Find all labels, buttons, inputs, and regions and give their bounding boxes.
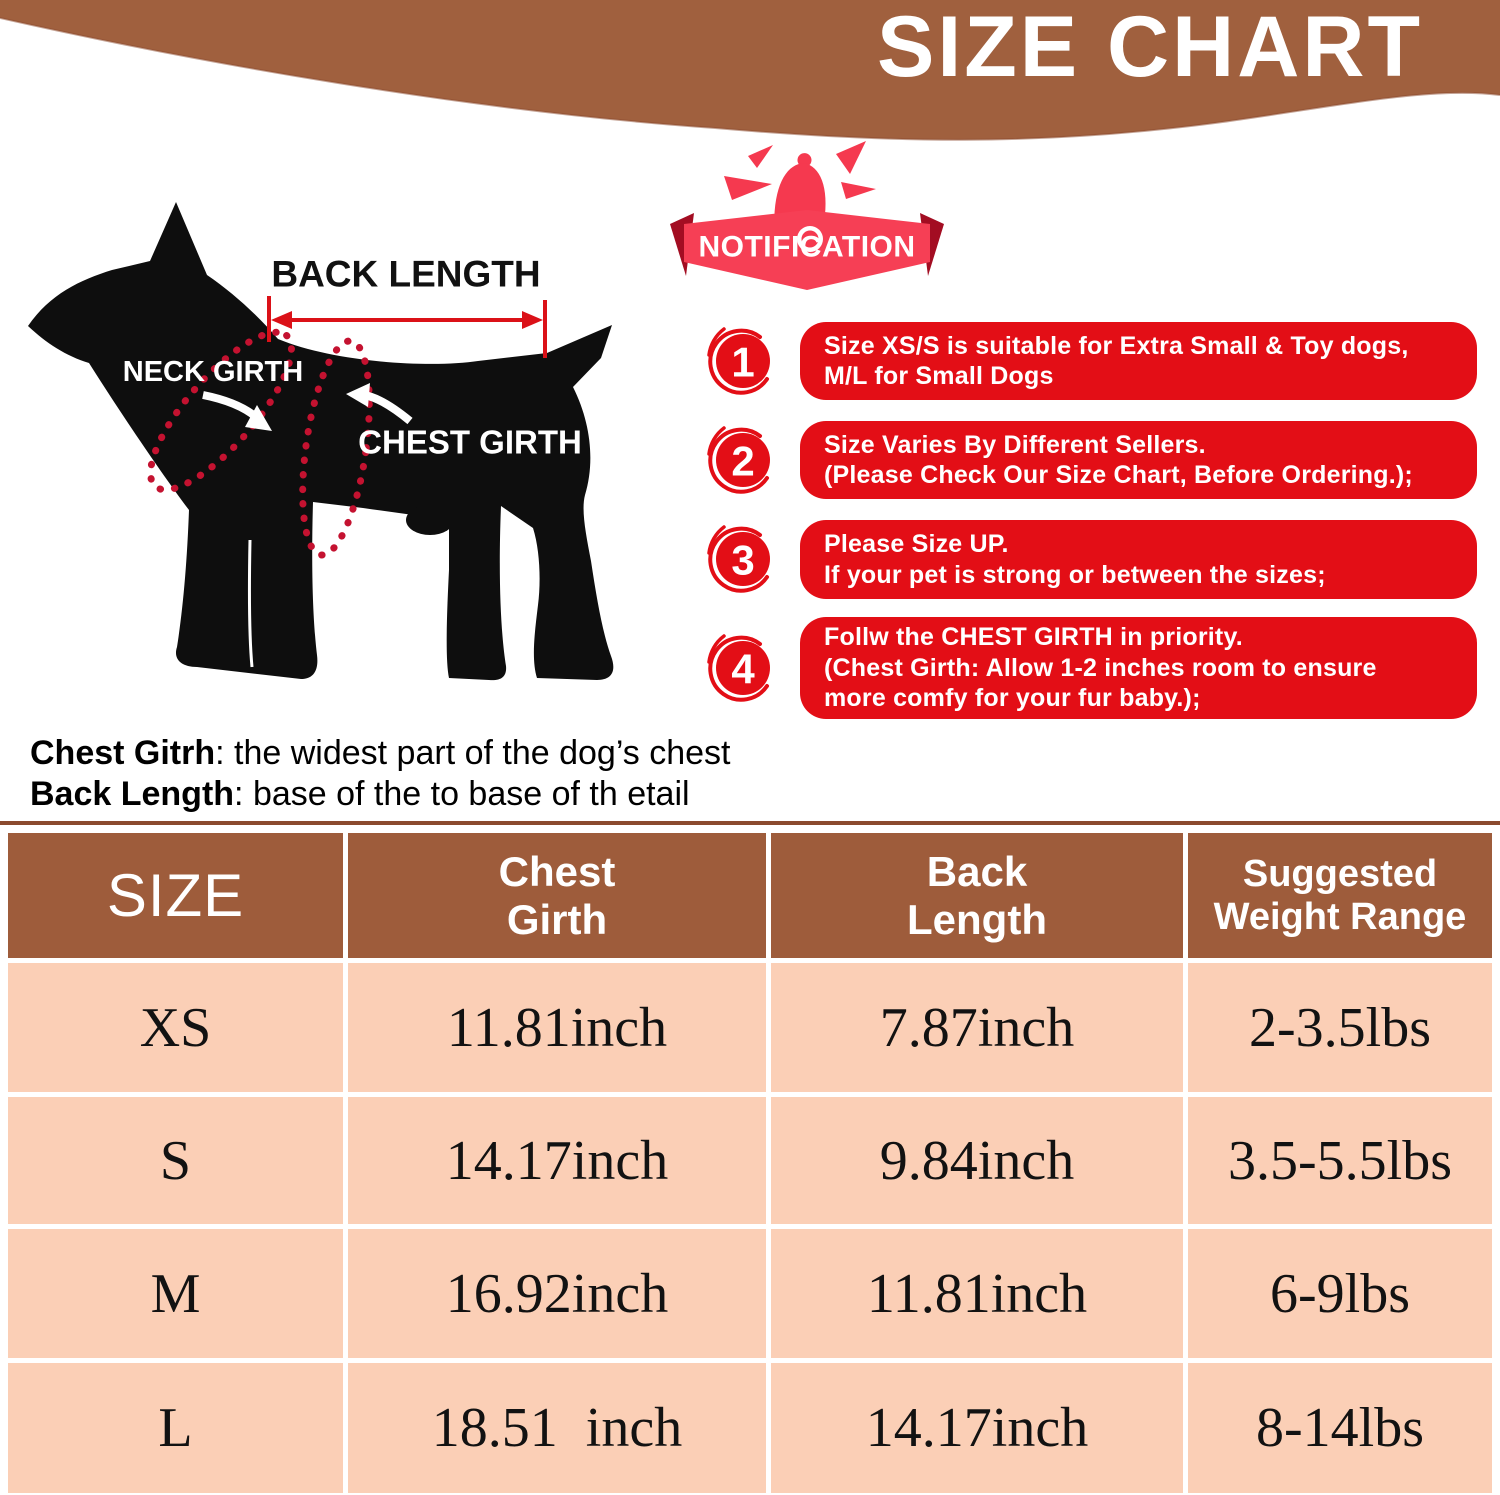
notification-ribbon: NOTIFICATION: [670, 141, 944, 290]
note-item-4: Follw the CHEST GIRTH in priority. (Ches…: [800, 617, 1477, 719]
bell-ray-left-small: [748, 145, 773, 168]
cell-chest-m: 16.92inch: [348, 1229, 766, 1358]
dog-belly-detail: [406, 505, 454, 535]
definition-desc: : base of the to base of th etail: [234, 775, 690, 813]
note-item-2: Size Varies By Different Sellers. (Pleas…: [800, 421, 1477, 499]
definition-term: Back Length: [30, 775, 235, 813]
chest-girth-label: CHEST GIRTH: [358, 424, 582, 461]
ribbon-label: NOTIFICATION: [698, 231, 915, 264]
neck-girth-dotted-loop: [147, 328, 295, 494]
neck-girth-label: NECK GIRTH: [123, 356, 303, 388]
chest-girth-arrowhead: [346, 383, 370, 407]
cell-back-xs: 7.87inch: [771, 963, 1183, 1092]
cell-back-s: 9.84inch: [771, 1097, 1183, 1224]
top-banner: [0, 0, 1500, 141]
back-length-label: BACK LENGTH: [271, 254, 540, 295]
chest-girth-dotted-loop: [299, 337, 373, 559]
col-header-back: Back Length: [771, 833, 1183, 958]
back-length-arrowhead-right: [522, 311, 543, 329]
bell-clapper: [801, 230, 819, 248]
cell-size-l: L: [8, 1363, 343, 1493]
note-number-4: 4: [731, 646, 755, 693]
note-text-3: Please Size UP. If your pet is strong or…: [824, 530, 1326, 589]
banner-edge-highlight: [0, 17, 1500, 141]
definition-term: Chest Gitrh: [30, 734, 216, 772]
banner-shape: [0, 0, 1500, 140]
col-header-chest: Chest Girth: [348, 833, 766, 958]
neck-girth-arrowhead: [245, 405, 272, 431]
bell-ray-left-large: [724, 176, 772, 200]
measurement-definitions: Chest Gitrh: the widest part of the dog’…: [30, 733, 850, 815]
back-length-arrowhead-left: [271, 311, 292, 329]
note-badge-1: 1: [707, 327, 770, 395]
note-number-3: 3: [731, 537, 754, 584]
note-item-1: Size XS/S is suitable for Extra Small & …: [800, 322, 1477, 400]
cell-size-xs: XS: [8, 963, 343, 1092]
cell-back-l: 14.17inch: [771, 1363, 1183, 1493]
note-number-2: 2: [731, 438, 754, 485]
cell-back-m: 11.81inch: [771, 1229, 1183, 1358]
note-text-2: Size Varies By Different Sellers. (Pleas…: [824, 430, 1413, 490]
cell-chest-s: 14.17inch: [348, 1097, 766, 1224]
note-number-1: 1: [731, 339, 754, 386]
note-text-4: Follw the CHEST GIRTH in priority. (Ches…: [824, 623, 1377, 713]
bell-ray-right-small: [841, 182, 876, 199]
cell-chest-l: 18.51 inch: [348, 1363, 766, 1493]
cell-weight-s: 3.5-5.5lbs: [1188, 1097, 1492, 1224]
definition-back-length: Back Length: base of the to base of th e…: [30, 774, 850, 815]
note-badge-3: 3: [707, 525, 770, 593]
definition-desc: : the widest part of the dog’s chest: [215, 734, 731, 772]
bell-ray-right-large: [836, 141, 866, 174]
front-leg-separator: [247, 539, 254, 668]
definition-chest-girth: Chest Gitrh: the widest part of the dog’…: [30, 733, 850, 774]
col-header-weight: Suggested Weight Range: [1188, 833, 1492, 958]
cell-weight-m: 6-9lbs: [1188, 1229, 1492, 1358]
cell-weight-l: 8-14lbs: [1188, 1363, 1492, 1493]
note-text-1: Size XS/S is suitable for Extra Small & …: [824, 331, 1409, 391]
page-title: SIZE CHART: [877, 0, 1423, 95]
note-badge-4: 4: [707, 634, 770, 702]
size-table: SIZE Chest Girth Back Length Suggested W…: [8, 833, 1492, 1493]
table-top-divider: [0, 821, 1500, 825]
cell-chest-xs: 11.81inch: [348, 963, 766, 1092]
note-item-3: Please Size UP. If your pet is strong or…: [800, 520, 1477, 599]
cell-weight-xs: 2-3.5lbs: [1188, 963, 1492, 1092]
cell-size-s: S: [8, 1097, 343, 1224]
dog-measurement-diagram: BACK LENGTH NECK GIRTH CHEST GIRTH: [28, 202, 614, 681]
cell-size-m: M: [8, 1229, 343, 1358]
dog-silhouette: [28, 202, 614, 681]
note-badge-2: 2: [707, 426, 770, 494]
col-header-size: SIZE: [8, 833, 343, 958]
